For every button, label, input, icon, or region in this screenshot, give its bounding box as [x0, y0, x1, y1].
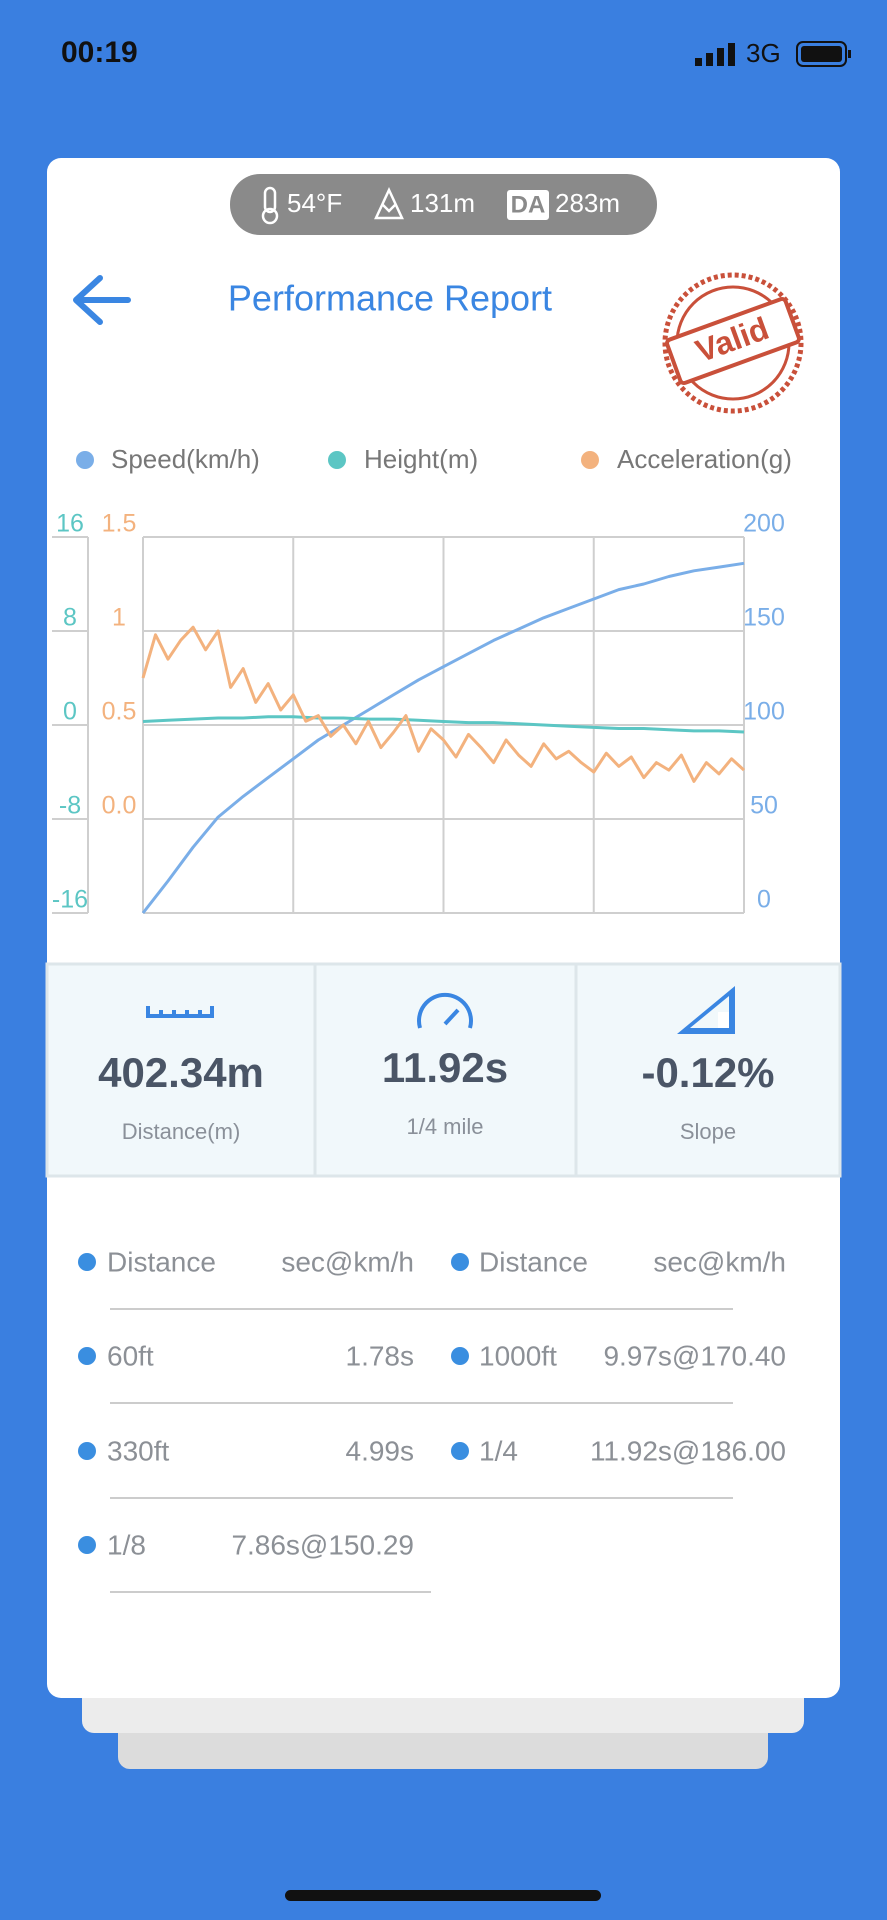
mountain-icon	[374, 187, 404, 220]
stat-value: 402.34m	[98, 1049, 264, 1096]
stat-value: 11.92s	[382, 1044, 508, 1091]
signal-icon	[695, 43, 735, 66]
row-value: 11.92s@186.00	[590, 1435, 786, 1466]
stat-label: Distance(m)	[122, 1119, 241, 1144]
y3-tick-label: 1	[112, 604, 126, 632]
y3-tick-label: 1.5	[102, 510, 137, 538]
series-line	[141, 625, 746, 783]
density-altitude: 283m	[555, 188, 620, 218]
y3-tick-label: 0.5	[102, 698, 137, 726]
row-name: Distance	[107, 1246, 216, 1277]
row-name: 1000ft	[479, 1340, 557, 1371]
row-dot	[78, 1536, 96, 1554]
row-value: sec@km/h	[653, 1246, 786, 1277]
thermometer-icon	[261, 186, 279, 225]
chart: Speed(km/h) Height(m) Acceleration(g)05010…	[52, 444, 792, 914]
y2-tick-label: 16	[56, 510, 84, 538]
row-dot	[78, 1442, 96, 1460]
clock: 00:19	[61, 36, 138, 69]
page-title: Performance Report	[228, 278, 552, 319]
series-line	[141, 561, 745, 914]
home-indicator	[285, 1890, 601, 1901]
temperature: 54°F	[287, 188, 342, 218]
speedometer-icon	[417, 992, 473, 1029]
ruler-icon	[146, 1006, 214, 1018]
y2-tick-label: 8	[63, 604, 77, 632]
battery-icon	[796, 41, 851, 67]
row-dot	[451, 1347, 469, 1365]
row-value: 4.99s	[346, 1435, 415, 1466]
altitude: 131m	[410, 188, 475, 218]
conditions-pill	[230, 174, 657, 235]
row-value: sec@km/h	[281, 1246, 414, 1277]
legend-label: Speed(km/h)	[111, 444, 260, 474]
legend-dot	[581, 451, 599, 469]
slope-icon	[677, 986, 735, 1034]
valid-stamp: Valid	[662, 272, 804, 414]
row-name: 1/8	[107, 1529, 146, 1560]
y2-tick-label: -16	[52, 886, 88, 914]
y-tick-label: 0	[757, 886, 771, 914]
stat-label: Slope	[680, 1119, 736, 1144]
y-tick-label: 50	[750, 792, 778, 820]
y-tick-label: 150	[743, 604, 785, 632]
row-dot	[78, 1253, 96, 1271]
row-dot	[451, 1253, 469, 1271]
da-label: DA	[511, 191, 546, 218]
y2-tick-label: 0	[63, 698, 77, 726]
network: 3G	[746, 38, 781, 68]
y-tick-label: 200	[743, 510, 785, 538]
card	[47, 158, 840, 1698]
row-name: 1/4	[479, 1435, 518, 1466]
back-button[interactable]	[73, 275, 131, 325]
row-dot	[451, 1442, 469, 1460]
y2-tick-label: -8	[59, 792, 81, 820]
row-value: 7.86s@150.29	[231, 1529, 414, 1560]
legend-dot	[76, 451, 94, 469]
row-name: Distance	[479, 1246, 588, 1277]
row-name: 330ft	[107, 1435, 169, 1466]
legend-dot	[328, 451, 346, 469]
row-name: 60ft	[107, 1340, 154, 1371]
stats-panel	[45, 962, 842, 1178]
y3-tick-label: 0.0	[102, 792, 137, 820]
da-badge	[507, 190, 549, 220]
row-value: 9.97s@170.40	[603, 1340, 786, 1371]
legend-label: Acceleration(g)	[617, 444, 792, 474]
legend-label: Height(m)	[364, 444, 478, 474]
stat-value: -0.12%	[641, 1049, 774, 1096]
row-value: 1.78s	[346, 1340, 415, 1371]
stat-label: 1/4 mile	[406, 1114, 483, 1139]
y-tick-label: 100	[743, 698, 785, 726]
series-line	[142, 715, 745, 734]
row-dot	[78, 1347, 96, 1365]
